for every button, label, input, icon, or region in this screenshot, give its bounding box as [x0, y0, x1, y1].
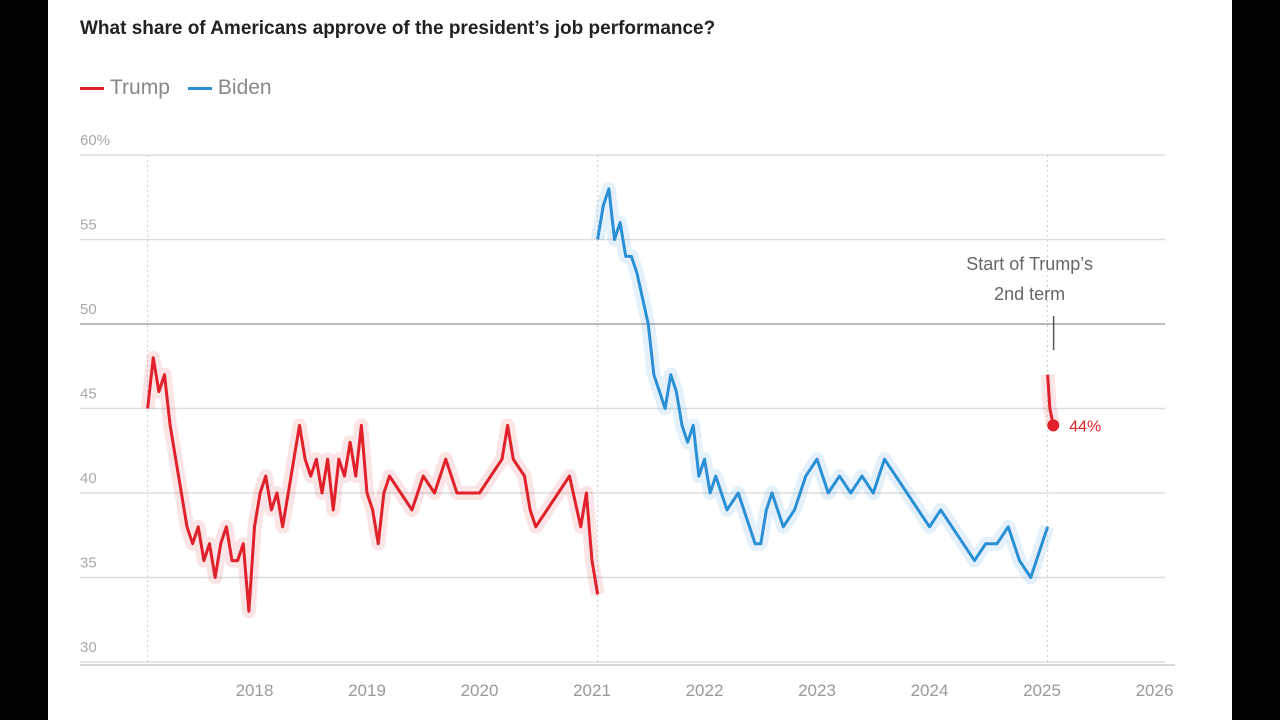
x-tick-label: 2024: [911, 681, 949, 700]
y-tick-label: 55: [80, 217, 97, 234]
x-tick-label: 2020: [461, 681, 499, 700]
x-tick-label: 2025: [1023, 681, 1061, 700]
x-tick-label: 2019: [348, 681, 386, 700]
x-tick-label: 2021: [573, 681, 611, 700]
y-tick-label: 35: [80, 555, 97, 572]
annotation-text: Start of Trump’s: [966, 254, 1093, 274]
series-line-0: [146, 356, 600, 613]
x-tick-label: 2018: [236, 681, 274, 700]
confidence-band: [590, 181, 1055, 585]
y-tick-label: 60%: [80, 132, 110, 149]
legend-item-biden: Biden: [187, 76, 272, 100]
y-tick-label: 50: [80, 301, 97, 318]
legend-label: Trump: [110, 76, 170, 99]
legend-item-trump: Trump: [80, 76, 170, 100]
legend-swatch: [187, 86, 212, 90]
legend-swatch: [80, 86, 104, 90]
legend-label: Biden: [217, 76, 272, 99]
series-line-1: [596, 187, 1050, 579]
legend: Trump Biden: [80, 76, 272, 100]
y-tick-label: 40: [80, 470, 97, 487]
chart-title: What share of Americans approve of the p…: [80, 18, 716, 39]
x-tick-label: 2023: [798, 681, 836, 700]
chart-panel: [48, 0, 1232, 720]
y-tick-label: 45: [80, 386, 97, 403]
x-tick-label: 2026: [1136, 681, 1174, 700]
annotation-text: 2nd term: [994, 284, 1065, 304]
end-point: [1047, 419, 1060, 432]
x-tick-label: 2022: [686, 681, 724, 700]
y-tick-label: 30: [80, 639, 97, 656]
end-label: 44%: [1069, 418, 1101, 435]
